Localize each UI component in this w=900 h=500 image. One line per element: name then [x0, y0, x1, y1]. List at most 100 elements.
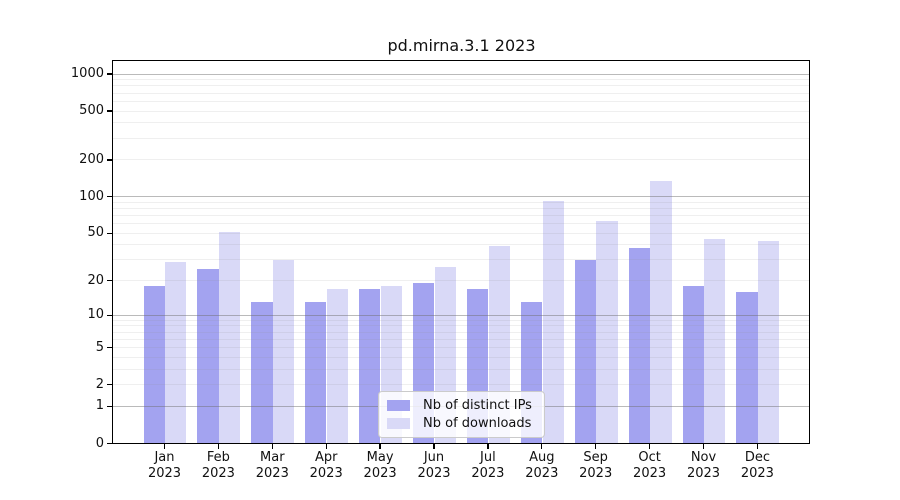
- y-tick-label: 2: [95, 376, 104, 392]
- x-tick-label: Sep 2023: [579, 449, 613, 482]
- x-axis-tick: [217, 444, 220, 449]
- bar-distinct-ips-sep: [574, 259, 596, 444]
- x-tick-label: Apr 2023: [309, 449, 343, 482]
- major-gridline: [113, 314, 810, 316]
- x-axis-tick: [648, 444, 651, 449]
- minor-gridline: [113, 201, 810, 203]
- minor-gridline: [113, 368, 810, 370]
- legend-item-distinct-ips: Nb of distinct IPs: [387, 398, 544, 413]
- x-tick-label: Feb 2023: [201, 449, 235, 482]
- y-axis-tick: [107, 195, 112, 198]
- bar-distinct-ips-feb: [197, 269, 219, 444]
- minor-gridline: [113, 137, 810, 139]
- y-axis-tick: [107, 442, 112, 445]
- y-tick-label: 10: [87, 307, 104, 323]
- x-axis-tick: [379, 444, 381, 449]
- x-tick-label: Nov 2023: [686, 449, 721, 482]
- y-tick-label: 20: [87, 272, 104, 288]
- minor-gridline: [113, 92, 810, 94]
- x-axis-tick: [541, 444, 543, 449]
- minor-gridline: [113, 347, 810, 349]
- x-axis-tick: [325, 444, 327, 449]
- bar-distinct-ips-may: [359, 288, 381, 444]
- bar-distinct-ips-nov: [682, 286, 704, 444]
- bar-distinct-ips-oct: [628, 247, 650, 444]
- minor-gridline: [113, 356, 810, 358]
- bar-downloads-dec: [758, 241, 780, 444]
- y-tick-label: 1: [95, 398, 104, 414]
- legend-swatch-distinct-ips: [387, 399, 410, 411]
- bar-distinct-ips-dec: [736, 291, 758, 444]
- legend-swatch-downloads: [387, 418, 410, 430]
- minor-gridline: [113, 223, 810, 225]
- minor-gridline: [113, 319, 810, 321]
- plot-frame: [112, 60, 810, 444]
- bar-distinct-ips-apr: [305, 302, 327, 444]
- bar-downloads-sep: [596, 221, 618, 444]
- minor-gridline: [113, 110, 810, 112]
- y-axis-tick: [107, 110, 112, 112]
- x-tick-label: Jul 2023: [471, 449, 505, 482]
- bar-downloads-mar: [273, 259, 295, 444]
- y-axis-tick: [107, 279, 112, 282]
- x-axis-tick: [163, 444, 166, 449]
- minor-gridline: [113, 280, 810, 282]
- bar-downloads-feb: [219, 232, 241, 444]
- y-axis-tick: [107, 73, 112, 75]
- x-axis-tick: [595, 444, 597, 449]
- minor-gridline: [113, 85, 810, 87]
- minor-gridline: [113, 122, 810, 124]
- x-tick-label: Aug 2023: [525, 449, 559, 482]
- y-axis-tick: [107, 159, 112, 161]
- y-axis-tick: [107, 232, 112, 234]
- minor-gridline: [113, 325, 810, 327]
- minor-gridline: [113, 232, 810, 234]
- minor-gridline: [113, 207, 810, 209]
- minor-gridline: [113, 79, 810, 81]
- chart-title: pd.mirna.3.1 2023: [387, 36, 536, 55]
- bar-downloads-aug: [542, 201, 564, 444]
- x-tick-label: Dec 2023: [740, 449, 774, 482]
- x-axis-tick: [271, 444, 273, 449]
- y-tick-label: 100: [79, 188, 104, 204]
- bar-distinct-ips-jan: [143, 286, 165, 444]
- bar-downloads-nov: [704, 238, 726, 444]
- y-axis-tick: [107, 346, 112, 349]
- x-tick-label: Jun 2023: [417, 449, 451, 482]
- minor-gridline: [113, 331, 810, 333]
- minor-gridline: [113, 159, 810, 161]
- minor-gridline: [113, 215, 810, 217]
- minor-gridline: [113, 338, 810, 340]
- x-tick-label: Jan 2023: [147, 449, 182, 482]
- legend-label-downloads: Nb of downloads: [423, 416, 532, 432]
- bar-downloads-apr: [326, 288, 349, 444]
- legend: Nb of distinct IPs Nb of downloads: [378, 391, 545, 438]
- y-tick-label: 0: [95, 435, 104, 451]
- minor-gridline: [113, 384, 810, 386]
- major-gridline: [113, 196, 810, 198]
- y-tick-label: 1000: [70, 66, 104, 81]
- x-tick-label: May 2023: [363, 449, 397, 482]
- bar-distinct-ips-mar: [251, 302, 273, 444]
- minor-gridline: [113, 244, 810, 246]
- minor-gridline: [113, 259, 810, 261]
- bar-downloads-jan: [165, 261, 187, 444]
- major-gridline: [113, 73, 810, 75]
- legend-item-downloads: Nb of downloads: [387, 416, 544, 431]
- x-axis-tick: [487, 444, 489, 449]
- y-tick-label: 500: [79, 103, 104, 119]
- y-axis-tick: [107, 314, 112, 316]
- x-tick-label: Mar 2023: [255, 449, 289, 482]
- minor-gridline: [113, 100, 810, 102]
- x-axis-tick: [433, 444, 435, 449]
- y-axis-tick: [107, 405, 112, 408]
- y-tick-label: 200: [79, 151, 104, 167]
- y-axis-tick: [107, 384, 112, 386]
- bar-downloads-oct: [650, 181, 672, 444]
- x-axis-tick: [756, 444, 759, 449]
- y-tick-label: 5: [95, 339, 104, 355]
- x-axis-tick: [702, 444, 705, 449]
